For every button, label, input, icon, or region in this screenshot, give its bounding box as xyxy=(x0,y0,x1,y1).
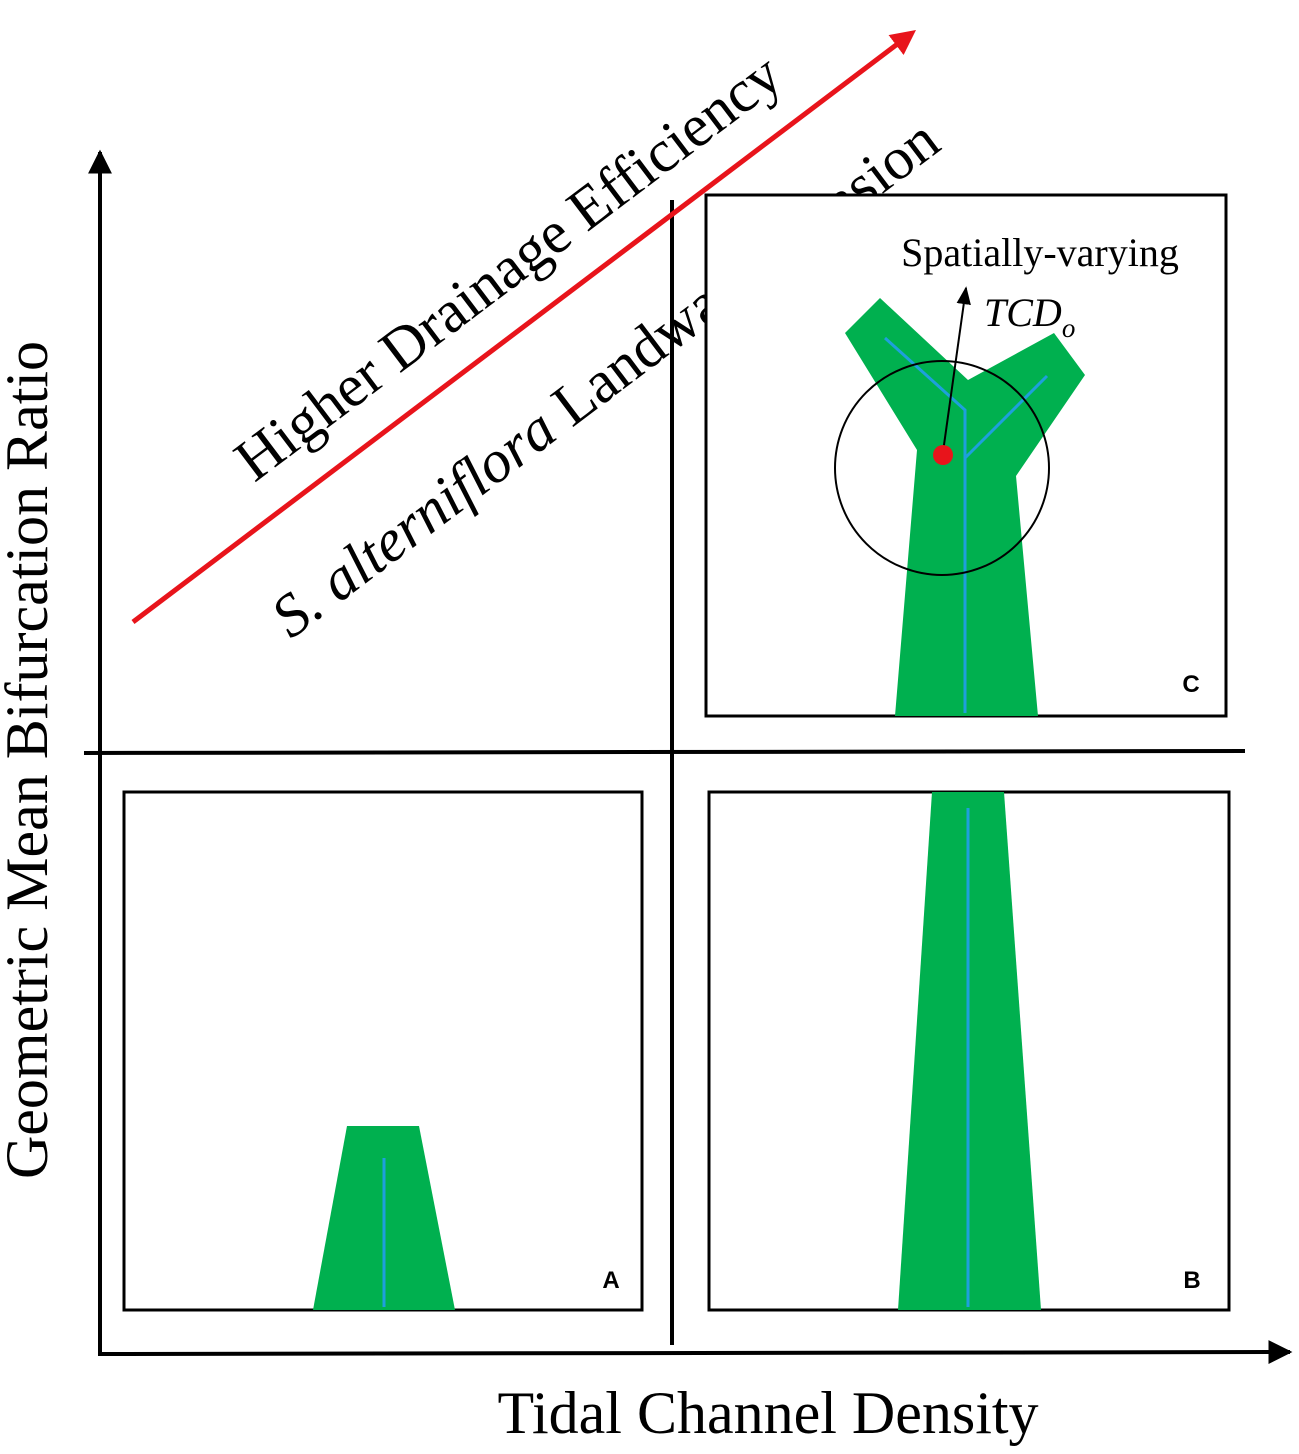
x-axis-label: Tidal Channel Density xyxy=(497,1380,1038,1446)
x-axis xyxy=(97,1340,1293,1365)
panel-c-label: C xyxy=(1182,671,1199,698)
tcd-symbol-subscript: o xyxy=(1062,313,1076,343)
channel-c-branch xyxy=(963,374,1049,460)
panel-a-label: A xyxy=(602,1267,619,1294)
tcd-symbol: TCDo xyxy=(984,290,1075,343)
channel-c xyxy=(883,336,967,713)
neighborhood-circle xyxy=(834,360,1050,576)
tcd-pointer-arrow xyxy=(942,286,971,453)
trend-arrow xyxy=(131,29,916,624)
panel-b-label: B xyxy=(1183,1267,1200,1294)
horizontal-divider xyxy=(83,749,1246,755)
y-axis-label: Geometric Mean Bifurcation Ratio xyxy=(0,341,60,1179)
panel-b: B xyxy=(707,790,1231,1312)
sample-point xyxy=(933,445,953,465)
spatially-varying-label: Spatially-varying xyxy=(901,230,1179,275)
panel-c: Spatially-varying TCDo C xyxy=(704,193,1228,718)
tcd-symbol-main: TCD xyxy=(984,290,1062,335)
panel-a: A xyxy=(122,790,644,1312)
